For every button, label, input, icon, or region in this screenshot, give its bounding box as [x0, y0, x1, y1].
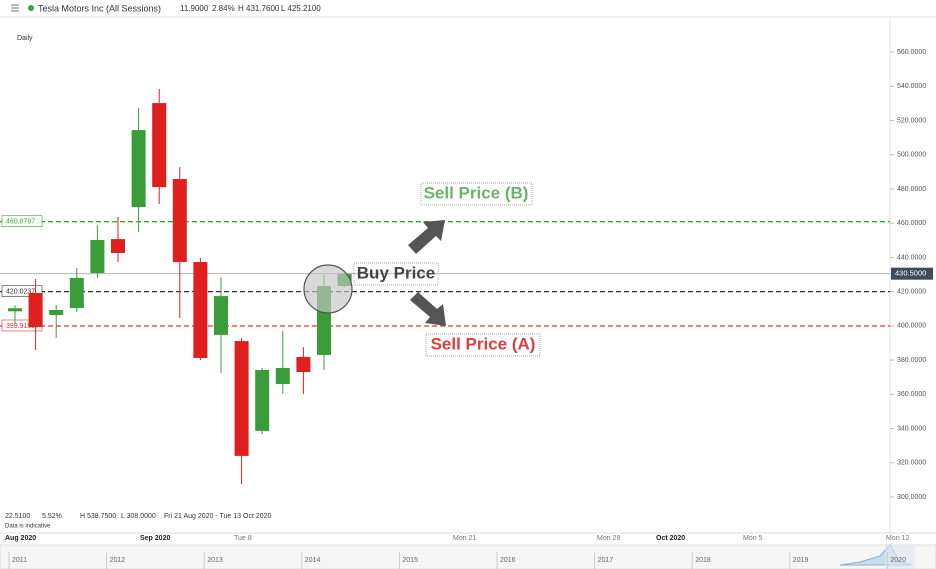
y-tick-label: 460.0000	[897, 220, 926, 227]
footer-range: Fri 21 Aug 2020 - Tue 13 Oct 2020	[164, 513, 272, 520]
navigator-window[interactable]	[885, 545, 915, 569]
menu-icon[interactable]	[11, 4, 19, 12]
candle-body	[193, 262, 208, 359]
annotation-sell-b: Sell Price (B)	[424, 183, 529, 202]
y-tick-label: 380.0000	[897, 357, 926, 364]
last-price-box	[891, 267, 933, 280]
y-tick-label: 540.0000	[897, 83, 926, 90]
navigator-label: 2014	[305, 557, 321, 564]
annotation-box	[425, 333, 541, 357]
annotation-buy: Buy Price	[357, 263, 435, 282]
candle-body	[152, 103, 167, 188]
candle-body	[111, 239, 125, 253]
y-tick-label: 340.0000	[897, 425, 926, 432]
x-tick-label: Sep 2020	[140, 535, 170, 542]
navigator[interactable]	[0, 544, 936, 569]
candle-body	[255, 370, 270, 431]
navigator-label: 2020	[890, 557, 906, 564]
y-tick-label: 320.0000	[897, 460, 926, 467]
x-tick-label: Mon 28	[597, 535, 620, 542]
x-tick-label: Oct 2020	[656, 535, 685, 542]
annotation-sell-a: Sell Price (A)	[431, 334, 536, 353]
navigator-label: 2015	[402, 557, 418, 564]
status-dot	[28, 5, 34, 11]
header-change: 11.9000	[180, 4, 209, 13]
candle-body	[69, 277, 84, 309]
candle-body	[8, 308, 22, 312]
y-tick-label: 440.0000	[897, 254, 926, 261]
candle-body	[275, 367, 290, 385]
x-tick-label: Aug 2020	[5, 535, 36, 542]
footer-low: L 308.0000	[121, 513, 156, 520]
candle-body	[296, 357, 311, 373]
candle-body	[28, 293, 43, 328]
candle-body	[90, 239, 105, 273]
navigator-label: 2011	[12, 557, 27, 564]
candle-body	[234, 341, 249, 456]
header-high: H 431.7600	[238, 4, 280, 13]
arrow-down	[410, 292, 446, 326]
level-label: 399.9199	[6, 323, 35, 330]
y-tick-label: 520.0000	[897, 117, 926, 124]
buy-circle	[303, 264, 353, 314]
header-low: L 425.2100	[281, 4, 321, 13]
footer-change: 22.5100	[5, 513, 30, 520]
footer-note: Data is indicative	[5, 524, 51, 530]
footer-high: H 538.7500	[80, 513, 116, 520]
level-label: 460.8797	[6, 219, 35, 226]
candle-body	[131, 130, 146, 208]
x-tick-label: Mon 21	[453, 535, 476, 542]
y-tick-label: 300.0000	[897, 494, 926, 501]
y-tick-label: 400.0000	[897, 323, 926, 330]
y-tick-label: 360.0000	[897, 391, 926, 398]
level-label: 420.0237	[6, 288, 35, 295]
annotation-box	[420, 182, 533, 206]
y-tick-label: 420.0000	[897, 288, 926, 295]
candle-body	[172, 179, 187, 263]
plot: 300.0000 320.0000 340.0000 360.0000 380.0000…	[0, 49, 933, 501]
y-tick-label: 480.0000	[897, 186, 926, 193]
level-label-box	[1, 215, 43, 227]
x-tick-label: Mon 12	[886, 535, 909, 542]
candle-body	[214, 296, 228, 335]
instrument-name: Tesla Motors Inc (All Sessions)	[38, 3, 161, 13]
y-tick-label: 560.0000	[897, 49, 926, 56]
x-tick-label: Mon 5	[743, 535, 763, 542]
level-label-box	[1, 285, 43, 297]
header-change-pct: 2.84%	[212, 4, 235, 13]
arrow-up	[408, 220, 445, 254]
navigator-label: 2018	[695, 557, 711, 564]
candle-body	[49, 309, 64, 316]
navigator-label: 2017	[598, 557, 614, 564]
navigator-label: 2012	[110, 557, 126, 564]
footer-change-pct: 5.52%	[42, 513, 62, 520]
navigator-label: 2016	[500, 557, 516, 564]
last-price-label: 430.5000	[895, 269, 926, 278]
annotation-box	[353, 262, 439, 286]
navigator-label: 2019	[793, 557, 809, 564]
x-tick-label: Tue 8	[234, 535, 252, 542]
navigator-label: 2013	[207, 557, 223, 564]
interval-label: Daily	[17, 35, 33, 42]
y-tick-label: 500.0000	[897, 152, 926, 159]
